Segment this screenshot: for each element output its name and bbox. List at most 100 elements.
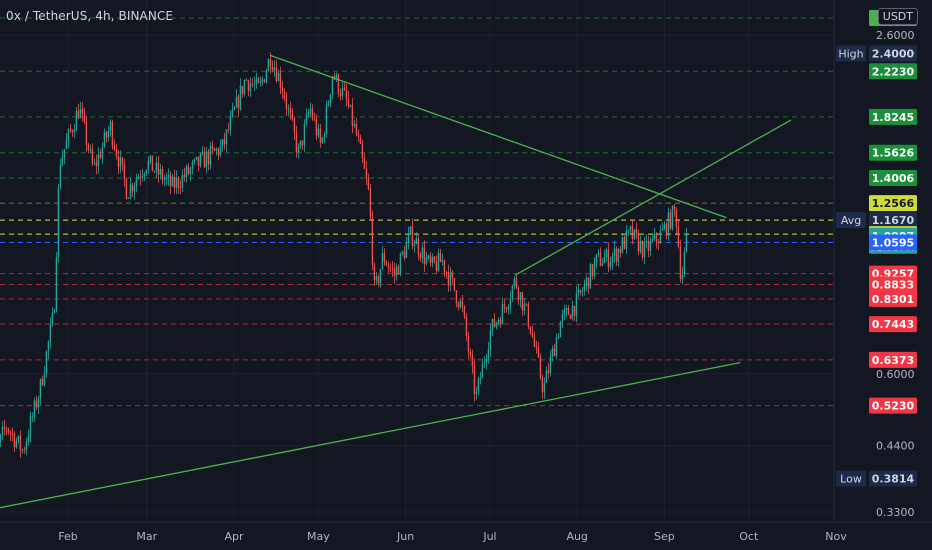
- candle-body: [235, 96, 238, 108]
- price-label-box: [869, 290, 917, 307]
- candle-body: [165, 177, 168, 180]
- candle-body: [549, 356, 552, 374]
- candle-body: [233, 107, 236, 110]
- candle-body: [419, 254, 422, 259]
- candle-body: [269, 59, 272, 67]
- candle-body: [553, 348, 556, 357]
- candle-body: [247, 80, 250, 92]
- candle-body: [653, 233, 656, 240]
- time-axis[interactable]: Feb Mar Apr May Jun Jul Aug Sep Oct Nov: [0, 521, 932, 550]
- candle-body: [85, 121, 88, 145]
- candle-body: [577, 290, 580, 294]
- candle-body: [625, 230, 628, 249]
- candle-body: [3, 426, 6, 429]
- candle-body: [215, 149, 218, 151]
- price-label: 0.8833: [872, 279, 914, 292]
- candle-body: [47, 341, 50, 352]
- candle-body: [555, 337, 558, 357]
- candle-body: [297, 147, 300, 153]
- price-label-box: [869, 316, 917, 333]
- candle-body: [461, 300, 464, 307]
- candle-body: [193, 159, 196, 163]
- candle-body: [379, 269, 382, 283]
- candle-body: [349, 104, 352, 107]
- y-tick-label: 2.6000: [876, 29, 915, 42]
- candle-body: [485, 358, 488, 363]
- candle-body: [231, 109, 234, 117]
- candle-body: [529, 326, 532, 334]
- candle-body: [359, 136, 362, 144]
- candle-body: [489, 329, 492, 350]
- candle-body: [171, 176, 174, 187]
- candle-body: [583, 284, 586, 292]
- candle-body: [161, 169, 164, 181]
- candle-body: [343, 88, 346, 90]
- candle-body: [281, 87, 284, 93]
- price-label: 0.5230: [872, 400, 915, 413]
- candle-body: [111, 122, 114, 146]
- candle-body: [633, 229, 636, 239]
- candle-body: [399, 253, 402, 275]
- candle-body: [543, 382, 546, 393]
- candle-body: [19, 435, 22, 451]
- candle-body: [203, 151, 206, 168]
- candle-body: [557, 337, 560, 338]
- candle-body: [307, 112, 310, 115]
- candle-body: [151, 155, 154, 172]
- candle-body: [679, 246, 682, 280]
- candle-body: [303, 124, 306, 146]
- candle-body: [423, 247, 426, 264]
- candle-body: [293, 118, 296, 133]
- candle-body: [121, 157, 124, 165]
- candle-body: [7, 428, 10, 433]
- candle-body: [213, 148, 216, 151]
- candle-body: [415, 238, 418, 245]
- candle-body: [75, 110, 78, 131]
- currency-button[interactable]: USDT: [877, 8, 918, 25]
- candle-body: [319, 128, 322, 143]
- candle-body: [639, 240, 642, 252]
- candle-body: [155, 162, 158, 172]
- price-axis[interactable]: 2.60000.60000.44000.330022.4000High2.223…: [833, 0, 932, 550]
- candle-body: [173, 176, 176, 188]
- trendline: [0, 361, 741, 509]
- candle-body: [185, 166, 188, 178]
- candle-body: [435, 262, 438, 271]
- candle-body: [623, 237, 626, 249]
- candle-body: [403, 251, 406, 259]
- candle-body: [643, 242, 646, 258]
- candle-body: [389, 267, 392, 269]
- candle-body: [337, 74, 340, 94]
- candle-body: [381, 253, 384, 270]
- candle-body: [139, 176, 142, 178]
- candle-body: [65, 140, 68, 149]
- candle-body: [295, 132, 298, 153]
- candle-body: [635, 229, 638, 234]
- candle-body: [651, 239, 654, 241]
- candle-body: [659, 230, 662, 244]
- candle-body: [469, 351, 472, 356]
- candle-body: [511, 285, 514, 299]
- price-label: 0.3814: [872, 473, 915, 486]
- candle-body: [357, 134, 360, 137]
- candle-body: [21, 449, 24, 451]
- candle-body: [83, 113, 86, 122]
- price-label-box: [869, 397, 917, 414]
- candle-body: [301, 140, 304, 146]
- candle-body: [377, 276, 380, 283]
- candle-body: [609, 261, 612, 268]
- candle-body: [69, 129, 72, 131]
- price-label-box: [869, 144, 917, 161]
- candle-body: [115, 149, 118, 157]
- candle-body: [133, 186, 136, 192]
- price-label: 1.0595: [872, 236, 914, 249]
- candle-body: [425, 257, 428, 264]
- candle-body: [547, 370, 550, 374]
- candle-body: [143, 173, 146, 177]
- candle-body: [355, 124, 358, 135]
- candle-body: [137, 176, 140, 180]
- candle-body: [195, 156, 198, 160]
- candle-body: [305, 114, 308, 125]
- candle-body: [663, 224, 666, 229]
